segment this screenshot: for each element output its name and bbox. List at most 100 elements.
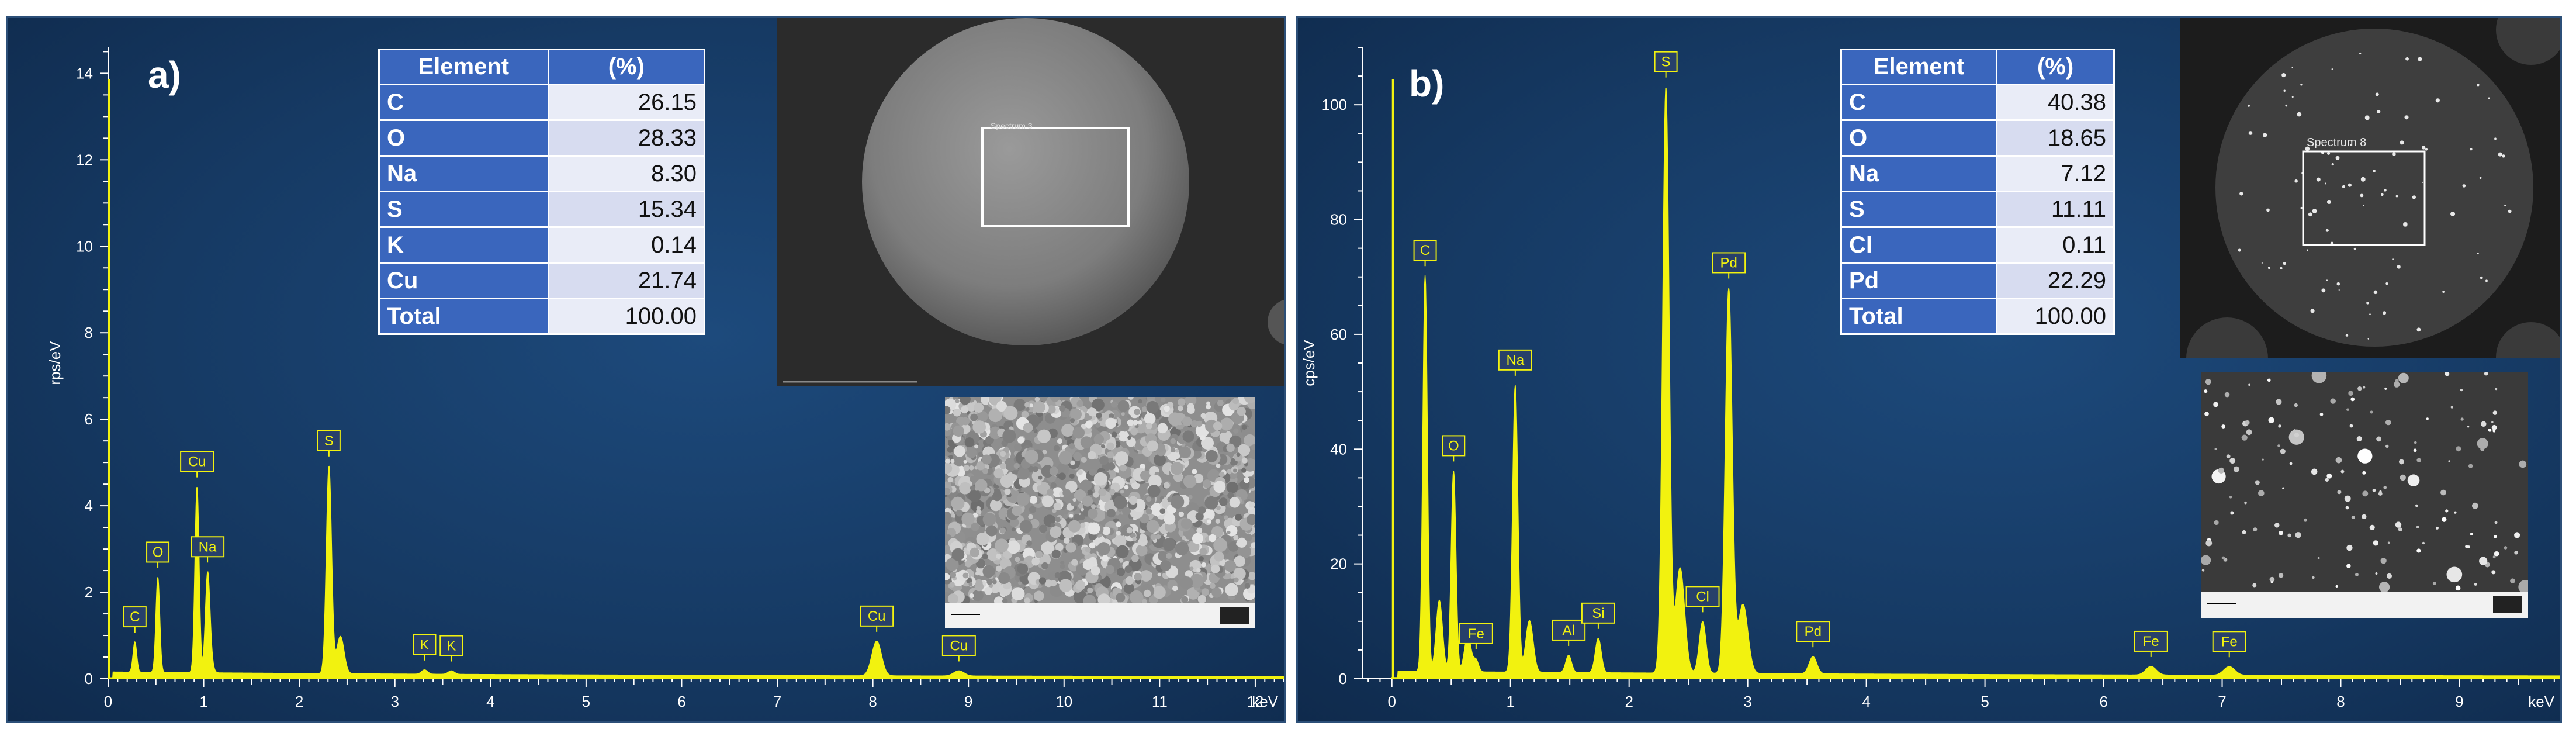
- y-axis-label: cps/eV: [1300, 340, 1318, 386]
- y-tick-label: 100: [1322, 96, 1347, 113]
- x-tick-label: 1: [1506, 693, 1514, 710]
- svg-text:Na: Na: [1506, 353, 1524, 368]
- x-tick-label: 2: [1625, 693, 1633, 710]
- x-tick-label: 4: [486, 693, 494, 710]
- peak-label: K: [413, 634, 437, 661]
- peak-label: C: [123, 606, 147, 633]
- y-tick-label: 12: [76, 151, 93, 168]
- element-cell: Total: [378, 298, 549, 335]
- table-row: Cl 0.11: [1840, 226, 2115, 264]
- inset-caption-b: Spectrum 8: [2307, 136, 2367, 149]
- y-tick-label: 80: [1330, 211, 1347, 229]
- svg-text:Cl: Cl: [1696, 589, 1709, 604]
- x-axis-label: keV: [2528, 693, 2554, 710]
- svg-text:S: S: [1661, 54, 1671, 70]
- svg-text:Cu: Cu: [188, 454, 206, 470]
- svg-text:Fe: Fe: [2221, 634, 2238, 649]
- spectrum-area: [108, 465, 1284, 679]
- sphere-micrograph: [777, 18, 1284, 386]
- element-cell: Cl: [1840, 226, 1998, 264]
- percent-cell: 15.34: [547, 191, 706, 228]
- y-tick-label: 20: [1330, 555, 1347, 573]
- svg-text:O: O: [1448, 438, 1459, 454]
- sem-image-sphere-a: Spectrum 3: [777, 18, 1284, 386]
- peak-label: C: [1413, 240, 1437, 267]
- x-tick-label: 6: [677, 693, 685, 710]
- svg-text:S: S: [324, 433, 334, 449]
- x-tick-label: 3: [390, 693, 399, 710]
- element-cell: O: [1840, 119, 1998, 157]
- x-tick-label: 6: [2099, 693, 2107, 710]
- svg-text:Si: Si: [1592, 606, 1604, 621]
- peak-label: Na: [1498, 349, 1532, 376]
- y-tick-label: 6: [85, 410, 93, 428]
- table-row: Total 100.00: [378, 298, 706, 335]
- panel-label-b: b): [1409, 63, 1445, 105]
- svg-text:Fe: Fe: [1468, 626, 1484, 642]
- peak-label: Cu: [180, 451, 214, 478]
- peak-label: Na: [191, 536, 225, 563]
- sem-image-surface-b: [2201, 372, 2528, 618]
- svg-text:Fe: Fe: [2143, 634, 2159, 649]
- table-row: S 15.34: [378, 191, 706, 228]
- y-tick-label: 14: [76, 64, 93, 82]
- peak-label: O: [1442, 435, 1466, 462]
- x-tick-label: 12: [1247, 693, 1263, 710]
- x-tick-label: 8: [2336, 693, 2345, 710]
- percent-cell: 100.00: [547, 298, 706, 335]
- svg-text:Na: Na: [199, 539, 217, 555]
- table-header-percent: (%): [1996, 49, 2115, 85]
- element-cell: S: [1840, 191, 1998, 228]
- percent-cell: 26.15: [547, 84, 706, 121]
- peak-label: Pd: [1796, 621, 1830, 648]
- y-tick-label: 0: [1339, 670, 1347, 687]
- peak-label: Al: [1552, 619, 1586, 646]
- element-cell: C: [378, 84, 549, 121]
- x-tick-label: 9: [2455, 693, 2463, 710]
- element-cell: S: [378, 191, 549, 228]
- element-cell: O: [378, 119, 549, 157]
- y-tick-label: 2: [85, 583, 93, 601]
- element-cell: Na: [378, 155, 549, 192]
- x-axis-label: keV: [1252, 693, 1278, 710]
- composition-table-a: Element (%) C 26.15 O 28.33 Na 8.30 S 15.34 …: [378, 49, 706, 335]
- x-tick-label: 0: [1388, 693, 1396, 710]
- y-tick-label: 60: [1330, 326, 1347, 343]
- peak-label: O: [146, 541, 170, 568]
- x-tick-label: 3: [1743, 693, 1751, 710]
- peak-label: Fe: [1459, 623, 1493, 649]
- table-row: C 40.38: [1840, 84, 2115, 121]
- y-tick-label: 4: [85, 497, 93, 514]
- texture-micrograph: [945, 397, 1255, 628]
- element-cell: Pd: [1840, 262, 1998, 299]
- peak-label: Cu: [941, 635, 976, 662]
- svg-text:C: C: [130, 609, 140, 625]
- composition-table-b: Element (%) C 40.38 O 18.65 Na 7.12 S 11.11 …: [1840, 49, 2115, 335]
- element-cell: Na: [1840, 155, 1998, 192]
- sem-image-texture-a: [945, 397, 1255, 628]
- table-header-element: Element: [378, 49, 549, 85]
- table-row: K 0.14: [378, 226, 706, 264]
- panel-a: 0 2 4 6 8 10 12 14 0 1 2 3 4 5 6 7 8 9 10 11 12 keV rps/eV C O Cu…: [6, 16, 1286, 723]
- table-row: Cu 21.74: [378, 262, 706, 299]
- svg-text:C: C: [1420, 243, 1430, 258]
- peak-label: S: [1654, 51, 1678, 78]
- svg-text:O: O: [153, 544, 164, 560]
- x-tick-label: 5: [582, 693, 590, 710]
- table-row: Total 100.00: [1840, 298, 2115, 335]
- x-tick-label: 8: [868, 693, 877, 710]
- percent-cell: 100.00: [1996, 298, 2115, 335]
- element-cell: K: [378, 226, 549, 264]
- sphere-micrograph: [2180, 18, 2560, 358]
- peak-label: Pd: [1712, 252, 1746, 279]
- panel-label-a: a): [148, 54, 181, 96]
- x-tick-label: 2: [295, 693, 303, 710]
- percent-cell: 28.33: [547, 119, 706, 157]
- svg-text:Cu: Cu: [950, 638, 968, 654]
- table-row: Na 8.30: [378, 155, 706, 192]
- panel-b: 0 20 40 60 80 100 0 1 2 3 4 5 6 7 8 9 keV cps/eV C O Fe Na Al S…: [1296, 16, 2562, 723]
- element-cell: Cu: [378, 262, 549, 299]
- x-tick-label: 0: [104, 693, 112, 710]
